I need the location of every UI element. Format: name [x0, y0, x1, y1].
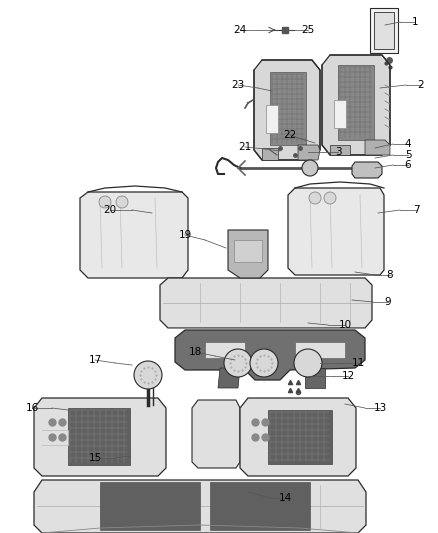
Circle shape [324, 192, 336, 204]
Circle shape [99, 196, 111, 208]
Text: 5: 5 [405, 150, 411, 160]
Polygon shape [330, 145, 350, 155]
Text: 3: 3 [335, 147, 341, 157]
Polygon shape [295, 342, 345, 358]
Polygon shape [160, 278, 372, 328]
Text: 13: 13 [373, 403, 387, 413]
Polygon shape [205, 342, 245, 358]
Text: 19: 19 [178, 230, 192, 240]
Polygon shape [352, 162, 382, 178]
Polygon shape [338, 65, 374, 140]
Text: 4: 4 [405, 139, 411, 149]
Polygon shape [192, 400, 240, 468]
Polygon shape [370, 8, 398, 53]
Text: 10: 10 [339, 320, 352, 330]
Text: 9: 9 [385, 297, 391, 307]
Polygon shape [234, 240, 262, 262]
Polygon shape [228, 230, 268, 278]
Text: 18: 18 [188, 347, 201, 357]
Text: 22: 22 [283, 130, 297, 140]
Circle shape [224, 349, 252, 377]
Polygon shape [80, 192, 188, 278]
Polygon shape [334, 100, 346, 128]
Text: 11: 11 [351, 358, 364, 368]
Polygon shape [288, 188, 384, 275]
Text: 1: 1 [412, 17, 418, 27]
Polygon shape [68, 408, 130, 465]
Circle shape [134, 361, 162, 389]
Text: 8: 8 [387, 270, 393, 280]
Text: 7: 7 [413, 205, 419, 215]
Text: 23: 23 [231, 80, 245, 90]
Text: 21: 21 [238, 142, 251, 152]
Text: 6: 6 [405, 160, 411, 170]
Circle shape [294, 349, 322, 377]
Text: 20: 20 [103, 205, 117, 215]
Polygon shape [268, 410, 332, 464]
Polygon shape [262, 148, 278, 160]
Text: 2: 2 [418, 80, 424, 90]
Polygon shape [305, 368, 325, 388]
Polygon shape [266, 105, 278, 133]
Polygon shape [270, 72, 306, 145]
Text: 25: 25 [301, 25, 314, 35]
Circle shape [250, 349, 278, 377]
Polygon shape [322, 55, 390, 155]
Polygon shape [218, 368, 240, 388]
Polygon shape [365, 140, 390, 155]
Circle shape [116, 196, 128, 208]
Polygon shape [100, 482, 200, 530]
Polygon shape [254, 60, 320, 160]
Circle shape [302, 160, 318, 176]
Text: 16: 16 [25, 403, 39, 413]
Polygon shape [175, 330, 365, 380]
Polygon shape [34, 398, 166, 476]
Text: 24: 24 [233, 25, 247, 35]
Text: 14: 14 [279, 493, 292, 503]
Polygon shape [374, 12, 394, 49]
Text: 12: 12 [341, 371, 355, 381]
Circle shape [309, 192, 321, 204]
Polygon shape [240, 398, 356, 476]
Text: 15: 15 [88, 453, 102, 463]
Polygon shape [210, 482, 310, 530]
Polygon shape [298, 145, 320, 160]
Text: 17: 17 [88, 355, 102, 365]
Polygon shape [34, 480, 366, 533]
